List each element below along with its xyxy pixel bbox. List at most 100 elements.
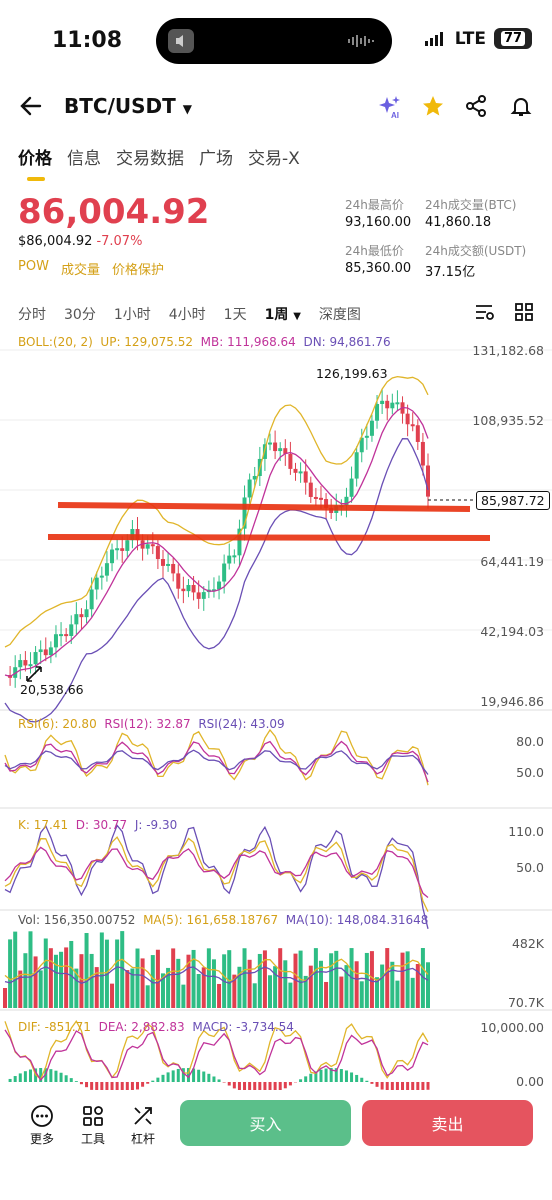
volume-bar [110,983,115,1008]
candle-body [125,540,130,551]
volume-bar [288,982,293,1008]
macd-bar [141,1082,145,1087]
macd-bar [130,1082,134,1090]
tab-price[interactable]: 价格 [18,149,52,169]
network-label: LTE [454,28,486,49]
candle-body [283,448,288,454]
macd-bar [426,1082,430,1090]
volume-bar [120,931,125,1008]
candle-body [94,577,99,590]
vol-legend: Vol: 156,350.00752 MA(5): 161,658.18767 … [18,913,429,927]
volume-bar [140,958,145,1008]
candle-body [247,479,252,498]
volume-bar [400,952,405,1008]
volume-bar [380,964,385,1008]
candle-body [211,589,216,592]
tools-icon [83,1106,103,1126]
leverage-button[interactable]: 杠杆 [131,1104,155,1147]
grid-layout-icon[interactable] [514,302,534,322]
macd-bar [416,1082,420,1090]
macd-bar [181,1068,185,1082]
candle-body [145,544,150,549]
period-1d[interactable]: 1天 [223,307,247,323]
volume-bar [186,954,191,1008]
favorite-star-icon[interactable] [421,94,445,118]
back-arrow-icon[interactable] [18,94,44,118]
candle-body [420,441,425,466]
candle-body [395,402,400,405]
macd-bar [202,1071,206,1082]
candle-body [268,442,273,445]
volume-bar [369,951,374,1008]
indicator-settings-icon[interactable] [474,302,496,322]
macd-bar [146,1082,150,1084]
volume-bar [390,961,395,1008]
volume-bar [237,966,242,1008]
candle-body [324,499,329,508]
candle-body [104,563,109,576]
candle-body [196,592,201,599]
current-price-tag[interactable]: 85,987.72 [476,491,550,510]
volume-bar [94,967,99,1008]
macd-bar [217,1079,221,1082]
candle-body [155,546,160,560]
macd-bar [411,1082,415,1090]
pow-link[interactable]: POW [18,259,49,274]
macd-bar [85,1082,89,1088]
volume-link[interactable]: 成交量 [60,263,100,278]
candle-body [186,585,191,592]
kline-chart[interactable] [0,330,552,1090]
macd-bar [365,1080,369,1082]
price-protect-link[interactable]: 价格保护 [111,263,164,278]
period-1w[interactable]: 1周 ▼ [264,307,301,323]
volume-bar [48,948,53,1008]
tab-trade-x[interactable]: 交易-X [248,149,300,169]
macd-dif-line [4,1019,429,1081]
bell-icon[interactable] [509,94,533,118]
macd-bar [207,1073,211,1082]
macd-bar [339,1069,343,1082]
volume-bar [375,977,380,1008]
pair-title[interactable]: BTC/USDT ▼ [64,94,192,118]
period-1h[interactable]: 1小时 [113,307,151,323]
candle-body [84,609,89,618]
candle-body [385,400,390,409]
macd-bar [192,1068,196,1082]
sell-button[interactable]: 卖出 [362,1100,533,1146]
volume-bar [227,950,232,1008]
buy-button[interactable]: 买入 [180,1100,351,1146]
volume-bar [155,949,160,1008]
ai-sparkle-icon[interactable]: AI [377,94,405,120]
macd-bar [39,1068,43,1082]
macd-bar [197,1069,201,1082]
candle-body [313,496,318,499]
macd-bar [136,1082,140,1090]
tab-square[interactable]: 广场 [199,149,233,169]
candle-body [278,448,283,452]
macd-bar [49,1069,53,1082]
period-30m[interactable]: 30分 [64,307,96,323]
volume-bar [206,948,211,1008]
volume-bar [18,970,23,1008]
period-timeline[interactable]: 分时 [18,307,46,323]
period-4h[interactable]: 4小时 [168,307,206,323]
volume-bar [130,968,135,1008]
more-button[interactable]: 更多 [30,1104,54,1147]
macd-bar [151,1080,155,1082]
volume-bar [283,960,288,1008]
tools-button[interactable]: 工具 [81,1104,105,1147]
volume-bar [268,975,273,1008]
axis-tick: 50.0 [516,765,544,780]
tab-trade-data[interactable]: 交易数据 [116,149,184,169]
period-depth[interactable]: 深度图 [318,307,361,323]
share-icon[interactable] [464,94,488,118]
macd-bar [385,1082,389,1090]
candle-body [160,559,165,566]
macd-bar [59,1072,63,1082]
expand-icon[interactable] [24,664,44,684]
volume-bar [89,953,94,1008]
candle-body [13,667,18,678]
volume-bar [59,951,64,1008]
tab-info[interactable]: 信息 [67,149,101,169]
candle-body [359,437,364,453]
